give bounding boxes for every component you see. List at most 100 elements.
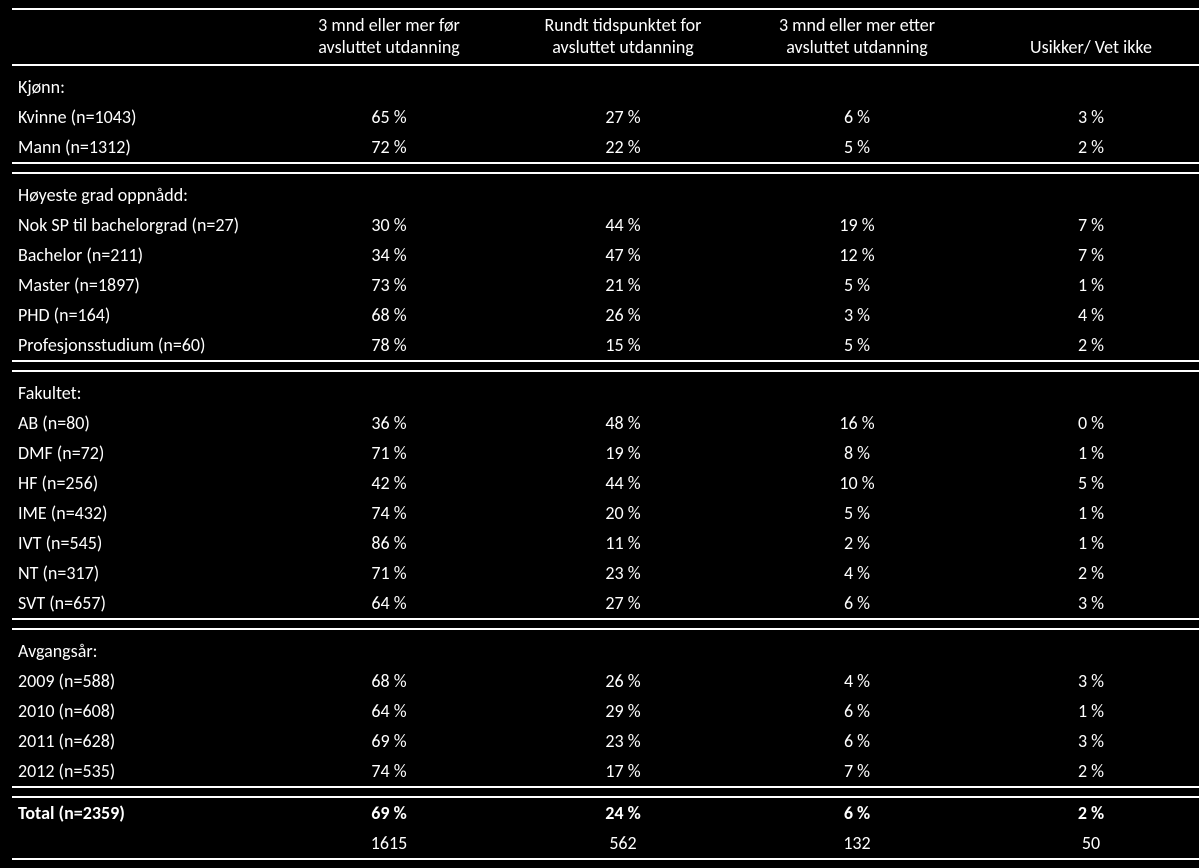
- data-cell: 1 %: [974, 270, 1199, 300]
- data-cell: 5 %: [740, 330, 974, 361]
- data-row: 2011 (n=628)69 %23 %6 %3 %: [12, 726, 1199, 756]
- data-cell: 22 %: [506, 132, 740, 163]
- data-cell: 3 %: [974, 666, 1199, 696]
- data-cell: 42 %: [272, 468, 506, 498]
- row-label: SVT (n=657): [12, 588, 272, 619]
- data-row: Mann (n=1312)72 %22 %5 %2 %: [12, 132, 1199, 163]
- data-cell: 20 %: [506, 498, 740, 528]
- data-cell: 6 %: [740, 726, 974, 756]
- data-cell: 6 %: [740, 102, 974, 132]
- data-cell: 11 %: [506, 528, 740, 558]
- data-cell: 2 %: [974, 558, 1199, 588]
- data-cell: 5 %: [740, 270, 974, 300]
- row-label: Master (n=1897): [12, 270, 272, 300]
- data-row: Profesjonsstudium (n=60)78 %15 %5 %2 %: [12, 330, 1199, 361]
- row-label: AB (n=80): [12, 408, 272, 438]
- data-cell: 7 %: [974, 240, 1199, 270]
- data-cell: 27 %: [506, 588, 740, 619]
- row-label: Kvinne (n=1043): [12, 102, 272, 132]
- spacer-row: [12, 361, 1199, 371]
- data-row: 2010 (n=608)64 %29 %6 %1 %: [12, 696, 1199, 726]
- col1-header: 3 mnd eller mer før avsluttet utdanning: [272, 9, 506, 65]
- data-cell: 30 %: [272, 210, 506, 240]
- data-cell: 27 %: [506, 102, 740, 132]
- data-cell: 6 %: [740, 588, 974, 619]
- data-row: Master (n=1897)73 %21 %5 %1 %: [12, 270, 1199, 300]
- data-row: PHD (n=164)68 %26 %3 %4 %: [12, 300, 1199, 330]
- data-cell: 16 %: [740, 408, 974, 438]
- data-cell: 50: [974, 828, 1199, 859]
- data-cell: 132: [740, 828, 974, 859]
- data-cell: 7 %: [740, 756, 974, 787]
- data-cell: 12 %: [740, 240, 974, 270]
- row-label: Total (n=2359): [12, 797, 272, 828]
- row-label: IME (n=432): [12, 498, 272, 528]
- data-cell: 74 %: [272, 756, 506, 787]
- data-cell: 23 %: [506, 558, 740, 588]
- data-row: IME (n=432)74 %20 %5 %1 %: [12, 498, 1199, 528]
- row-label: PHD (n=164): [12, 300, 272, 330]
- group-header: Kjønn:: [12, 65, 1199, 102]
- data-row: SVT (n=657)64 %27 %6 %3 %: [12, 588, 1199, 619]
- data-cell: 2 %: [974, 330, 1199, 361]
- data-cell: 3 %: [740, 300, 974, 330]
- data-cell: 2 %: [974, 132, 1199, 163]
- data-cell: 4 %: [974, 300, 1199, 330]
- data-cell: 69 %: [272, 726, 506, 756]
- spacer-row: [12, 619, 1199, 629]
- row-label: Profesjonsstudium (n=60): [12, 330, 272, 361]
- data-row: 2012 (n=535)74 %17 %7 %2 %: [12, 756, 1199, 787]
- data-cell: 19 %: [740, 210, 974, 240]
- data-cell: 68 %: [272, 666, 506, 696]
- data-cell: 3 %: [974, 102, 1199, 132]
- data-cell: 15 %: [506, 330, 740, 361]
- row-label: Mann (n=1312): [12, 132, 272, 163]
- row-label: Nok SP til bachelorgrad (n=27): [12, 210, 272, 240]
- data-cell: 5 %: [740, 498, 974, 528]
- data-cell: 8 %: [740, 438, 974, 468]
- data-cell: 21 %: [506, 270, 740, 300]
- row-label: 2011 (n=628): [12, 726, 272, 756]
- data-cell: 74 %: [272, 498, 506, 528]
- data-cell: 73 %: [272, 270, 506, 300]
- data-cell: 68 %: [272, 300, 506, 330]
- data-cell: 0 %: [974, 408, 1199, 438]
- row-label: HF (n=256): [12, 468, 272, 498]
- data-row: Nok SP til bachelorgrad (n=27)30 %44 %19…: [12, 210, 1199, 240]
- data-row: NT (n=317)71 %23 %4 %2 %: [12, 558, 1199, 588]
- group-header: Høyeste grad oppnådd:: [12, 173, 1199, 210]
- data-cell: 65 %: [272, 102, 506, 132]
- row-label: 2009 (n=588): [12, 666, 272, 696]
- data-cell: 19 %: [506, 438, 740, 468]
- data-cell: 1 %: [974, 696, 1199, 726]
- group-header: Avgangsår:: [12, 629, 1199, 666]
- data-cell: 34 %: [272, 240, 506, 270]
- data-cell: 48 %: [506, 408, 740, 438]
- row-label: DMF (n=72): [12, 438, 272, 468]
- row-label: Bachelor (n=211): [12, 240, 272, 270]
- data-cell: 562: [506, 828, 740, 859]
- spacer-row: [12, 787, 1199, 797]
- group-header-label: Høyeste grad oppnådd:: [12, 173, 1199, 210]
- spacer-row: [12, 163, 1199, 173]
- data-row: IVT (n=545)86 %11 %2 %1 %: [12, 528, 1199, 558]
- data-cell: 2 %: [974, 756, 1199, 787]
- data-cell: 69 %: [272, 797, 506, 828]
- data-cell: 47 %: [506, 240, 740, 270]
- data-cell: 6 %: [740, 797, 974, 828]
- data-cell: 1 %: [974, 438, 1199, 468]
- data-cell: 1615: [272, 828, 506, 859]
- data-row: Kvinne (n=1043)65 %27 %6 %3 %: [12, 102, 1199, 132]
- data-cell: 5 %: [740, 132, 974, 163]
- data-cell: 72 %: [272, 132, 506, 163]
- data-cell: 23 %: [506, 726, 740, 756]
- data-cell: 86 %: [272, 528, 506, 558]
- data-cell: 17 %: [506, 756, 740, 787]
- data-cell: 2 %: [740, 528, 974, 558]
- data-cell: 26 %: [506, 666, 740, 696]
- data-cell: 4 %: [740, 666, 974, 696]
- group-header-label: Fakultet:: [12, 371, 1199, 408]
- data-row: 2009 (n=588)68 %26 %4 %3 %: [12, 666, 1199, 696]
- data-row: AB (n=80)36 %48 %16 %0 %: [12, 408, 1199, 438]
- data-cell: 1 %: [974, 528, 1199, 558]
